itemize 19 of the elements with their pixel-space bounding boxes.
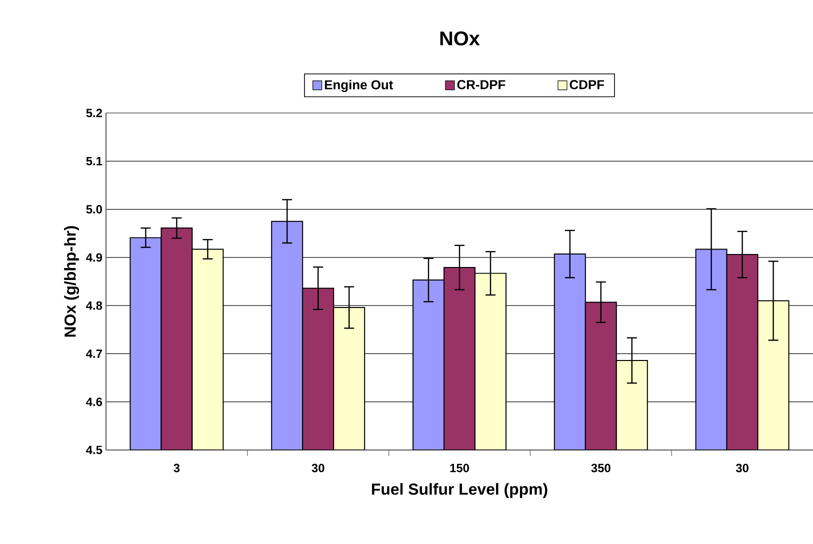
y-tick-label: 5.1 xyxy=(86,156,102,166)
x-tick-label: 30 xyxy=(736,464,748,472)
x-tick-label: 350 xyxy=(591,464,610,472)
y-tick-label: 4.5 xyxy=(86,446,102,454)
x-tick-label: 30 xyxy=(312,464,324,472)
chart-title: NOx xyxy=(440,31,480,46)
y-tick-label: 4.9 xyxy=(86,253,102,262)
y-tick-label: 4.7 xyxy=(86,350,102,358)
x-tick-label: 150 xyxy=(450,464,469,472)
y-tick-label: 5.0 xyxy=(86,205,102,214)
y-tick-label: 4.8 xyxy=(86,301,102,310)
x-axis-title: Fuel Sulfur Level (ppm) xyxy=(372,483,548,498)
x-tick-label: 3 xyxy=(174,464,180,472)
legend-label: CR-DPF xyxy=(457,80,506,90)
legend-label: CDPF xyxy=(570,80,604,90)
y-tick-label: 4.6 xyxy=(86,398,102,406)
y-axis-title: NOx (g/bhp-hr) xyxy=(64,226,80,337)
legend-label: Engine Out xyxy=(324,80,394,92)
y-tick-label: 5.2 xyxy=(86,108,102,118)
